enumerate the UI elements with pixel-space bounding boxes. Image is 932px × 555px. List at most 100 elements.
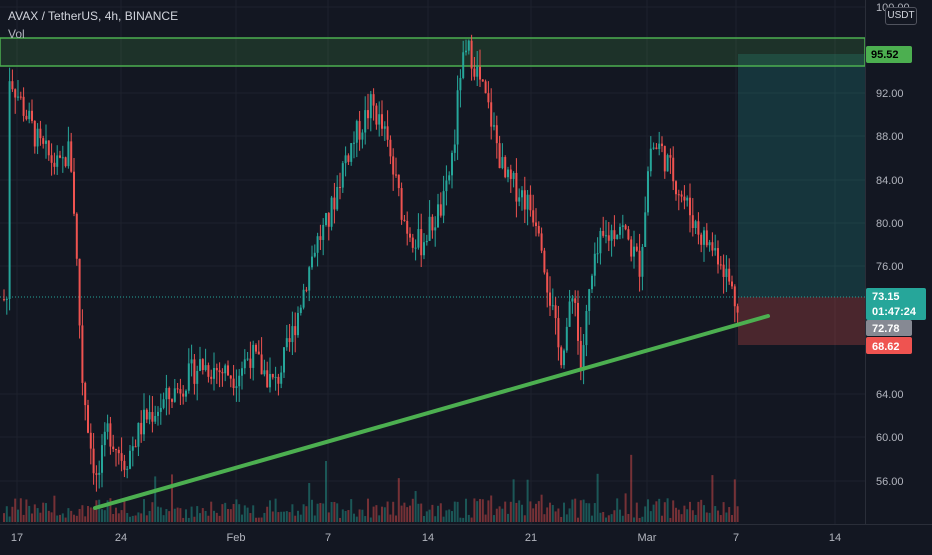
- candle-body: [663, 146, 666, 172]
- candle-body: [185, 390, 187, 397]
- volume-bar: [294, 515, 297, 522]
- candle-body: [574, 298, 577, 303]
- candle-body: [383, 126, 386, 129]
- time-tick-label: 17: [11, 532, 23, 544]
- volume-bar: [291, 504, 294, 522]
- volume-bar: [246, 507, 249, 522]
- volume-bar: [395, 515, 397, 522]
- volume-bar: [224, 502, 227, 522]
- volume-bar: [563, 502, 565, 522]
- volume-bar: [341, 509, 344, 522]
- candle-body: [509, 169, 512, 179]
- volume-bar: [3, 513, 5, 522]
- candle-body: [649, 148, 652, 172]
- candle-body: [386, 126, 389, 140]
- volume-bar: [378, 515, 381, 522]
- candle-body: [389, 139, 392, 157]
- volume-bar: [271, 511, 274, 522]
- candle-body: [577, 302, 579, 341]
- volume-bar: [549, 502, 551, 522]
- volume-bar: [507, 513, 509, 522]
- volume-bar: [218, 515, 221, 522]
- price-axis[interactable]: [866, 0, 932, 524]
- volume-bar: [437, 505, 439, 522]
- candle-body: [635, 246, 638, 251]
- candle-body: [182, 393, 185, 397]
- candle-body: [607, 235, 610, 241]
- volume-bar: [677, 509, 680, 522]
- candle-body: [535, 222, 537, 227]
- volume-bar: [403, 502, 406, 522]
- candle-body: [507, 169, 509, 178]
- candle-body: [103, 431, 106, 446]
- candle-body: [151, 412, 154, 422]
- candle-body: [602, 231, 605, 236]
- volume-bar: [126, 512, 129, 522]
- volume-bar: [358, 509, 361, 522]
- candle-body: [33, 120, 36, 147]
- resistance-zone[interactable]: [0, 37, 866, 67]
- ascending-trendline[interactable]: [93, 314, 770, 510]
- candle-body: [596, 253, 599, 255]
- candle-body: [661, 143, 663, 147]
- volume-bar: [521, 504, 523, 522]
- candle-body: [199, 359, 201, 371]
- volume-bar: [148, 510, 151, 522]
- volume-bar: [465, 498, 467, 522]
- volume-bar: [675, 507, 677, 522]
- volume-bar: [736, 506, 739, 522]
- volume-indicator-label[interactable]: Vol: [8, 27, 25, 41]
- volume-bar: [70, 510, 73, 522]
- candle-body: [53, 162, 56, 167]
- volume-bar: [260, 517, 263, 522]
- stop-loss-area[interactable]: [738, 297, 865, 345]
- candle-body: [428, 216, 431, 241]
- candle-body: [647, 171, 649, 213]
- candle-body: [42, 138, 45, 144]
- volume-bar: [255, 517, 257, 522]
- volume-bar: [199, 513, 201, 522]
- candle-body: [263, 370, 266, 375]
- volume-bar: [487, 500, 490, 522]
- volume-bar: [33, 504, 36, 522]
- candle-body: [641, 246, 644, 277]
- candle-body: [445, 180, 448, 192]
- candle-body: [392, 156, 395, 175]
- volume-bar: [84, 516, 87, 522]
- candle-body: [92, 448, 95, 474]
- candle-body: [98, 472, 101, 475]
- candle-body: [291, 326, 294, 343]
- volume-bar: [526, 479, 529, 522]
- candle-body: [728, 268, 731, 282]
- volume-bar: [409, 505, 411, 522]
- currency-badge[interactable]: USDT: [885, 7, 917, 25]
- volume-bar: [448, 509, 451, 522]
- volume-bar: [288, 512, 291, 522]
- profit-target-area[interactable]: [738, 54, 865, 297]
- candle-body: [599, 231, 602, 254]
- candle-body: [227, 365, 229, 376]
- candle-body: [274, 376, 277, 378]
- candle-body: [512, 172, 515, 179]
- volume-bar: [661, 515, 663, 522]
- time-tick-label: 14: [829, 532, 841, 544]
- candle-body: [193, 359, 196, 384]
- candle-body: [277, 376, 280, 384]
- volume-bar: [227, 508, 229, 522]
- candle-body: [28, 110, 31, 120]
- volume-bar: [266, 506, 269, 522]
- candle-body: [137, 422, 140, 447]
- candle-body: [470, 40, 473, 69]
- candle-body: [481, 79, 484, 82]
- time-tick-label: 21: [525, 532, 537, 544]
- candle-body: [736, 306, 739, 313]
- volume-bar: [59, 514, 61, 522]
- volume-bar: [221, 504, 224, 522]
- volume-bar: [571, 499, 574, 522]
- candle-body: [697, 221, 700, 235]
- entry-price-label: 72.78: [872, 323, 900, 335]
- candle-body: [448, 175, 451, 181]
- volume-bar: [512, 479, 515, 522]
- candle-body: [207, 365, 210, 377]
